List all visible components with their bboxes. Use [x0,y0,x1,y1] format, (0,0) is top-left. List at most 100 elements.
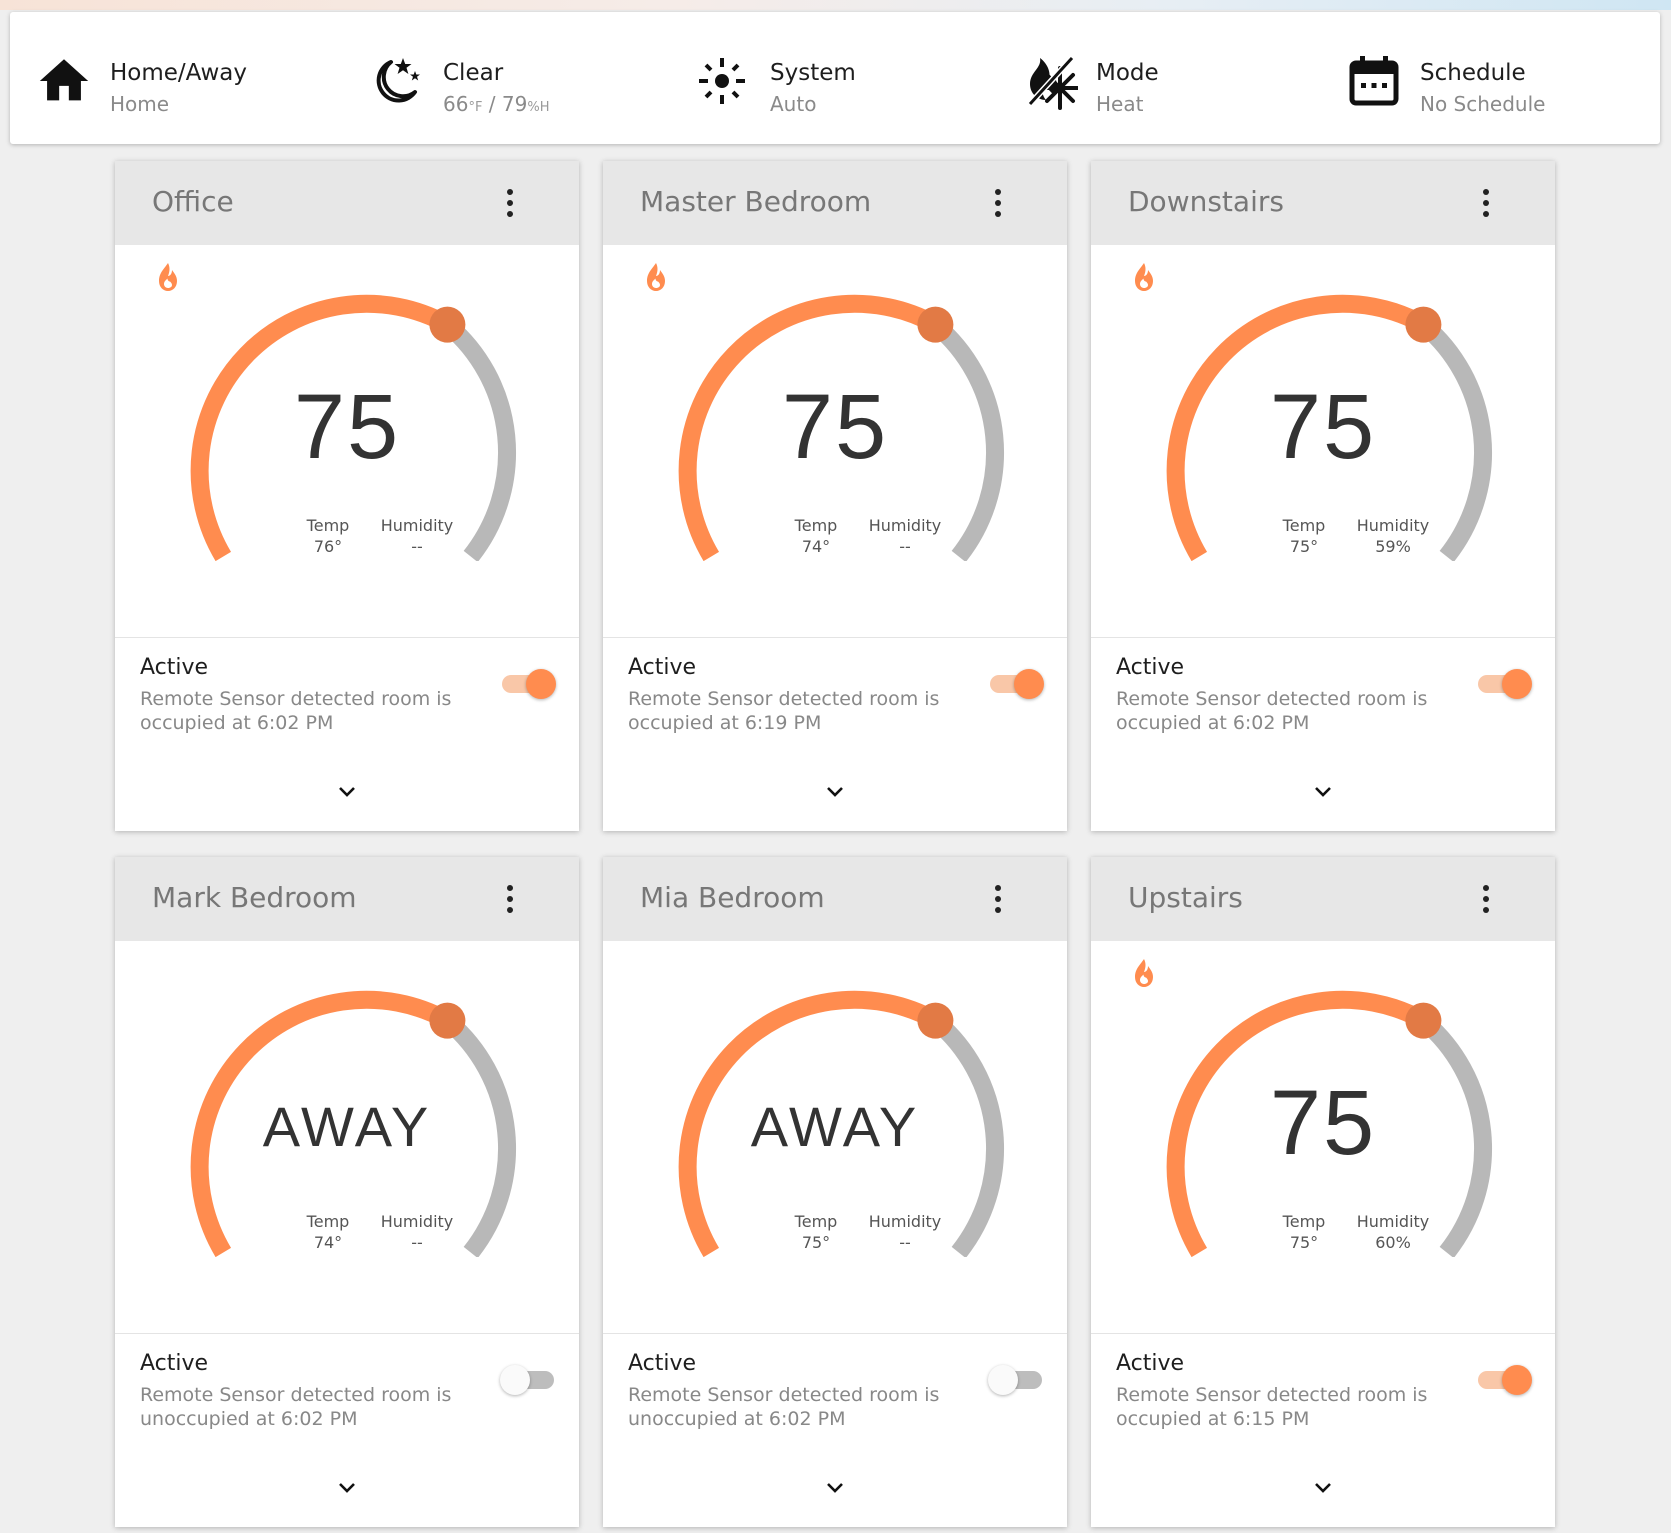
more-vert-icon[interactable] [991,885,1005,913]
current-temp: Temp 75° [781,1211,851,1253]
current-temp: Temp 76° [293,515,363,557]
weather-separator: / [482,92,502,116]
more-vert-icon[interactable] [503,885,517,913]
active-label: Active [628,1351,697,1376]
dial-setpoint-arc [190,990,452,1257]
top-accent-stripe [0,0,1671,10]
card-header: Upstairs [1091,857,1555,941]
flame-icon [1135,959,1153,987]
active-toggle[interactable] [1476,1365,1532,1395]
setpoint-handle[interactable] [917,1002,954,1039]
active-toggle[interactable] [988,669,1044,699]
current-temp: Temp 74° [781,515,851,557]
system-title: System [770,60,856,86]
card-divider [115,1333,579,1334]
dial-track [1417,1013,1492,1257]
dial-track [441,317,516,561]
card-header: Mark Bedroom [115,857,579,941]
chevron-down-icon[interactable] [1313,1481,1333,1495]
active-label: Active [628,655,697,680]
current-temp: Temp 75° [1269,515,1339,557]
setpoint-display: 75 [293,376,401,478]
home-away-title: Home/Away [110,60,247,86]
active-toggle[interactable] [500,1365,556,1395]
thermostat-dial[interactable]: 75 Temp 75° Humidity 59% [1131,261,1515,561]
more-vert-icon[interactable] [1479,189,1493,217]
weather-readings: 66°F / 79%H [443,92,549,116]
temp-label: Temp [306,516,350,535]
humidity-label: Humidity [1356,516,1430,535]
thermostat-dial[interactable]: AWAY Temp 74° Humidity -- [155,957,539,1257]
setpoint-handle[interactable] [1405,306,1442,343]
setpoint-handle[interactable] [429,306,466,343]
thermostat-dial[interactable]: AWAY Temp 75° Humidity -- [643,957,1027,1257]
temp-value: 76° [313,537,343,556]
current-temp: Temp 75° [1269,1211,1339,1253]
flame-icon [1135,263,1153,291]
room-card: Master Bedroom 75 Temp 74° Humidity -- [603,161,1067,831]
system-value: Auto [770,92,817,116]
setpoint-handle[interactable] [917,306,954,343]
status-bar: Home/Away Home Clear 66°F / 79%H [10,12,1660,144]
dial-setpoint-arc [678,294,940,561]
schedule-value: No Schedule [1420,92,1546,116]
thermostat-dial[interactable]: 75 Temp 74° Humidity -- [643,261,1027,561]
setpoint-display: AWAY [262,1095,432,1158]
room-card: Office 75 Temp 76° Humidity -- [115,161,579,831]
thermostat-dial[interactable]: 75 Temp 75° Humidity 60% [1131,957,1515,1257]
active-toggle[interactable] [1476,669,1532,699]
humidity-value: 59% [1375,537,1411,556]
sensor-status-text: Remote Sensor detected room is occupied … [140,688,452,734]
room-name: Mark Bedroom [152,881,357,914]
humidity-label: Humidity [380,516,454,535]
dial-track [929,1013,1004,1257]
chevron-down-icon[interactable] [1313,785,1333,799]
current-humidity: Humidity -- [375,515,459,557]
active-label: Active [1116,655,1185,680]
sensor-status-text: Remote Sensor detected room is unoccupie… [628,1384,940,1430]
more-vert-icon[interactable] [503,189,517,217]
flame-icon [647,263,665,291]
setpoint-handle[interactable] [429,1002,466,1039]
sensor-status-text: Remote Sensor detected room is occupied … [1116,688,1428,734]
home-away-value: Home [110,92,170,116]
room-name: Office [152,185,234,218]
thermostat-dial[interactable]: 75 Temp 76° Humidity -- [155,261,539,561]
chevron-down-icon[interactable] [337,785,357,799]
schedule-title: Schedule [1420,60,1526,86]
temp-label: Temp [1282,1212,1326,1231]
card-divider [603,1333,1067,1334]
temp-value: 74° [313,1233,343,1252]
room-name: Master Bedroom [640,185,872,218]
chevron-down-icon[interactable] [337,1481,357,1495]
calendar-icon [1345,52,1403,110]
card-divider [1091,1333,1555,1334]
setpoint-display: 75 [1269,376,1377,478]
setpoint-handle[interactable] [1405,1002,1442,1039]
temp-value: 75° [801,1233,831,1252]
chevron-down-icon[interactable] [825,1481,845,1495]
sensor-status-text: Remote Sensor detected room is occupied … [1116,1384,1428,1430]
current-temp: Temp 74° [293,1211,363,1253]
home-icon [35,52,93,110]
temp-value: 75° [1289,537,1319,556]
humidity-value: 60% [1375,1233,1411,1252]
room-card: Mark Bedroom AWAY Temp 74° Humidity -- [115,857,579,1527]
active-toggle[interactable] [500,669,556,699]
temp-label: Temp [306,1212,350,1231]
more-vert-icon[interactable] [1479,885,1493,913]
night-clear-icon [365,52,423,110]
more-vert-icon[interactable] [991,189,1005,217]
chevron-down-icon[interactable] [825,785,845,799]
room-name: Mia Bedroom [640,881,825,914]
setpoint-display: 75 [781,376,889,478]
humidity-value: -- [411,537,423,556]
room-card: Upstairs 75 Temp 75° Humidity 60% [1091,857,1555,1527]
active-toggle[interactable] [988,1365,1044,1395]
humidity-label: Humidity [868,516,942,535]
dial-setpoint-arc [1166,990,1428,1257]
card-header: Mia Bedroom [603,857,1067,941]
sensor-status-text: Remote Sensor detected room is unoccupie… [140,1384,452,1430]
humidity-value: -- [411,1233,423,1252]
temp-label: Temp [1282,516,1326,535]
